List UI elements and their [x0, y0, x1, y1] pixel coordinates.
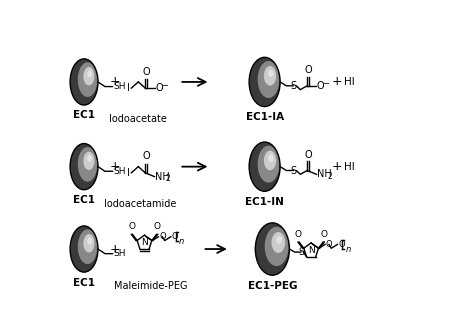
Text: EC1: EC1 [73, 195, 95, 205]
Ellipse shape [83, 152, 94, 170]
Ellipse shape [87, 155, 92, 162]
Ellipse shape [83, 67, 94, 85]
Ellipse shape [70, 144, 98, 190]
Text: I: I [128, 168, 130, 178]
Text: NH: NH [317, 169, 332, 179]
Text: +: + [110, 160, 120, 173]
Text: +: + [110, 243, 120, 255]
Text: O: O [326, 240, 332, 249]
Text: S: S [290, 81, 296, 91]
Text: O: O [155, 83, 163, 93]
Ellipse shape [78, 62, 97, 97]
Text: HI: HI [345, 77, 355, 87]
Ellipse shape [276, 236, 282, 244]
Text: EC1-IN: EC1-IN [245, 197, 284, 207]
Ellipse shape [70, 59, 98, 105]
Ellipse shape [70, 226, 98, 272]
Ellipse shape [272, 232, 285, 253]
Text: EC1-IA: EC1-IA [246, 112, 283, 122]
Text: O: O [128, 222, 135, 231]
Text: Iodoacetamide: Iodoacetamide [104, 199, 176, 209]
Text: O: O [154, 222, 161, 231]
Ellipse shape [87, 70, 92, 77]
Text: n: n [179, 237, 184, 246]
Text: EC1-PEG: EC1-PEG [247, 280, 297, 291]
Text: O: O [142, 151, 150, 161]
Text: +: + [331, 160, 342, 173]
Text: −: − [322, 79, 329, 88]
Text: O: O [304, 150, 312, 160]
Text: S: S [290, 166, 296, 176]
Ellipse shape [70, 59, 98, 105]
Text: O: O [142, 67, 150, 77]
Text: EC1: EC1 [73, 111, 95, 120]
Ellipse shape [264, 66, 276, 86]
Text: SH: SH [113, 167, 126, 176]
Ellipse shape [87, 238, 92, 245]
Text: O: O [172, 232, 178, 241]
Text: O: O [304, 65, 312, 75]
Text: Iodoacetate: Iodoacetate [109, 114, 167, 124]
Ellipse shape [70, 144, 98, 190]
Text: 2: 2 [328, 172, 332, 181]
Text: S: S [298, 247, 304, 257]
Text: −: − [161, 81, 168, 90]
Text: SH: SH [113, 249, 126, 258]
Text: +: + [110, 76, 120, 88]
Text: O: O [338, 240, 345, 249]
Ellipse shape [78, 147, 97, 182]
Ellipse shape [249, 57, 280, 107]
Ellipse shape [268, 154, 273, 162]
Ellipse shape [258, 61, 279, 98]
Text: +: + [331, 76, 342, 88]
Text: O: O [159, 232, 166, 241]
Ellipse shape [78, 229, 97, 264]
Text: O: O [317, 81, 324, 91]
Text: I: I [128, 83, 130, 93]
Text: n: n [345, 245, 350, 253]
Text: EC1: EC1 [73, 278, 95, 287]
Ellipse shape [70, 226, 98, 272]
Ellipse shape [249, 142, 280, 191]
Ellipse shape [83, 234, 94, 252]
Text: 2: 2 [165, 175, 170, 183]
Text: HI: HI [345, 162, 355, 172]
Text: NH: NH [155, 172, 170, 182]
Text: O: O [295, 230, 302, 239]
Ellipse shape [249, 57, 280, 107]
Text: Maleimide-PEG: Maleimide-PEG [114, 281, 187, 291]
Text: SH: SH [113, 82, 126, 91]
Ellipse shape [255, 223, 290, 275]
Text: O: O [320, 230, 328, 239]
Ellipse shape [268, 70, 273, 77]
Ellipse shape [249, 142, 280, 191]
Ellipse shape [264, 150, 276, 170]
Ellipse shape [258, 146, 279, 183]
Ellipse shape [264, 227, 289, 266]
Text: N: N [308, 246, 315, 255]
Text: N: N [141, 238, 148, 247]
Ellipse shape [255, 223, 290, 275]
